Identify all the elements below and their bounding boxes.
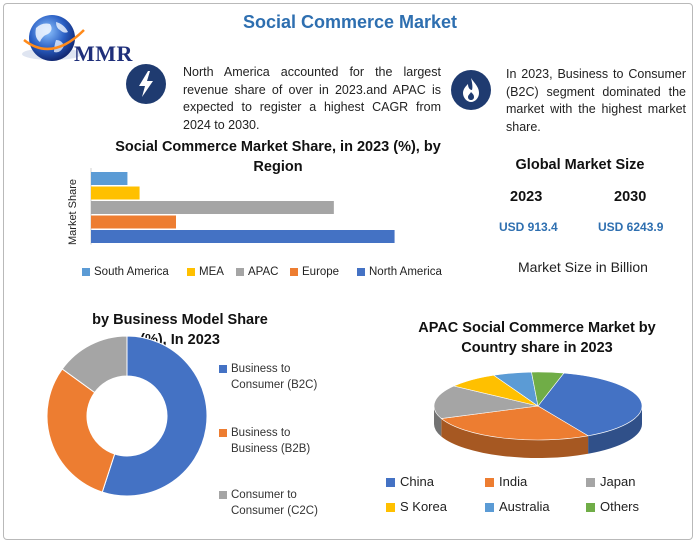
year-2023-label: 2023 <box>510 189 543 205</box>
region-chart-ylabel: Market Share <box>67 178 79 245</box>
bar-apac <box>91 201 334 214</box>
donut-legend-item-business-to-consumer-b2c: Business to Consumer (B2C) <box>219 361 318 393</box>
region-bar-chart <box>90 168 395 245</box>
legend-swatch <box>586 503 595 512</box>
donut-legend-item-consumer-to-consumer-c2c: Consumer to Consumer (C2C) <box>219 487 318 519</box>
bar-south-america <box>91 172 128 185</box>
donut-slice-business-to-business-b2b <box>46 368 116 493</box>
legend-label: Europe <box>302 266 340 278</box>
year-2030-label: 2030 <box>614 189 647 205</box>
legend-swatch <box>586 478 595 487</box>
legend-swatch <box>485 503 494 512</box>
bar-mea <box>91 186 140 200</box>
legend-swatch <box>219 429 227 437</box>
info-b2c-text: In 2023, Business to Consumer (B2C) segm… <box>506 67 686 134</box>
legend-label: Australia <box>499 499 550 514</box>
pie-slice-china <box>537 372 643 437</box>
donut-legend-item-business-to-business-b2b: Business to Business (B2B) <box>219 425 311 457</box>
legend-swatch <box>290 268 298 276</box>
bar-north-america <box>91 230 395 243</box>
legend-label-line: Business (B2B) <box>231 443 311 455</box>
legend-swatch <box>236 268 244 276</box>
market-size-unit-note: Market Size in Billion <box>518 259 648 275</box>
lightning-icon <box>126 64 166 104</box>
legend-label-line: Business to <box>231 363 291 375</box>
pie-legend-item-india: India <box>485 474 528 489</box>
pie-legend-item-china: China <box>386 474 434 489</box>
pie-side-china <box>588 406 642 454</box>
legend-label: Japan <box>600 474 636 489</box>
mmr-logo <box>12 10 152 70</box>
legend-item-south-america: South America <box>82 266 169 278</box>
legend-label: S Korea <box>400 499 447 514</box>
value-2023: USD 913.4 <box>499 220 558 234</box>
pie-slice-japan <box>433 385 539 419</box>
legend-item-apac: APAC <box>236 266 278 278</box>
pie-side-japan <box>434 406 442 437</box>
legend-swatch <box>82 268 90 276</box>
value-2030: USD 6243.9 <box>598 220 664 234</box>
pie-legend-item-australia: Australia <box>485 499 550 514</box>
apac-chart-title: APAC Social Commerce Market by Country s… <box>418 320 656 356</box>
infographic-frame <box>3 3 693 540</box>
legend-label: South America <box>94 266 169 278</box>
legend-item-europe: Europe <box>290 266 339 278</box>
legend-swatch <box>219 491 227 499</box>
info-north-america-text: North America accounted for the largest … <box>183 65 441 132</box>
page-title: Social Commerce Market <box>242 12 458 32</box>
legend-item-north-america: North America <box>357 266 442 278</box>
legend-label-line: Business to <box>231 427 291 439</box>
legend-label-line: Consumer (C2C) <box>231 505 318 517</box>
legend-label-line: Consumer (B2C) <box>231 379 318 391</box>
apac-3d-pie-chart <box>433 371 643 458</box>
global-market-title: Global Market Size <box>515 157 645 173</box>
region-chart-title: Social Commerce Market Share, in 2023 (%… <box>115 139 441 175</box>
pie-legend-item-others: Others <box>586 499 640 514</box>
legend-swatch <box>357 268 365 276</box>
pie-legend-item-s-korea: S Korea <box>386 499 447 514</box>
legend-label: MEA <box>199 266 224 278</box>
legend-swatch <box>187 268 195 276</box>
legend-label: Others <box>600 499 640 514</box>
donut-slice-consumer-to-consumer-c2c <box>61 335 128 394</box>
bar-europe <box>91 215 176 229</box>
legend-item-mea: MEA <box>187 266 224 278</box>
legend-label: North America <box>369 266 442 278</box>
legend-label: China <box>400 474 434 489</box>
flame-icon <box>451 70 491 110</box>
legend-swatch <box>386 503 395 512</box>
logo-text: MMR <box>74 41 133 66</box>
legend-label: APAC <box>248 266 279 278</box>
legend-swatch <box>386 478 395 487</box>
pie-side-india <box>441 418 589 458</box>
pie-slice-india <box>440 405 589 441</box>
legend-swatch <box>485 478 494 487</box>
pie-legend-item-japan: Japan <box>586 474 636 489</box>
legend-label: India <box>499 474 528 489</box>
legend-swatch <box>219 365 227 373</box>
pie-slice-others <box>531 371 565 407</box>
business-model-donut-chart <box>46 335 208 497</box>
donut-slice-business-to-consumer-b2c <box>101 335 208 497</box>
legend-label-line: Consumer to <box>231 489 297 501</box>
